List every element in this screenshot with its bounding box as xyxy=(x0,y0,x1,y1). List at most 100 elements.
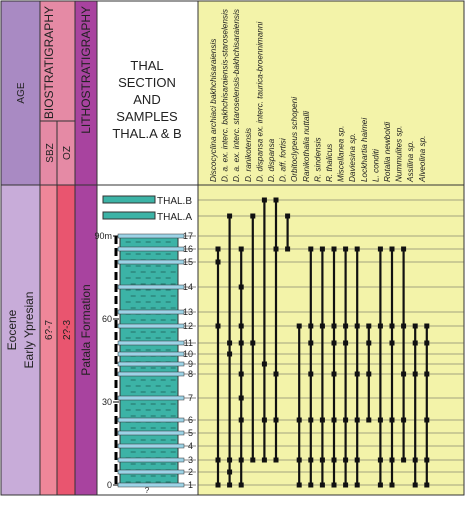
occurrence xyxy=(377,323,383,329)
bio-label: BIOSTRATIGRAPHY xyxy=(42,6,56,119)
occurrence xyxy=(354,417,360,423)
occurrence xyxy=(215,457,221,463)
occurrence xyxy=(215,259,221,265)
occurrence xyxy=(308,417,314,423)
sample-legend: THAL.B xyxy=(157,196,192,207)
sample-marker xyxy=(117,284,185,290)
species-name: D. dispansa ex. interc. taurica-broennim… xyxy=(255,22,264,182)
sample-legend-bar xyxy=(102,195,156,204)
occurrence xyxy=(238,323,244,329)
occurrence xyxy=(412,371,418,377)
occurrence xyxy=(273,246,279,252)
occurrence xyxy=(215,323,221,329)
occurrence xyxy=(401,323,407,329)
occurrence xyxy=(215,482,221,488)
occurrence xyxy=(308,482,314,488)
occurrence xyxy=(238,457,244,463)
occurrence xyxy=(412,457,418,463)
occurrence xyxy=(285,213,291,219)
occurrence xyxy=(319,482,325,488)
species-name: Rotalia newboldi xyxy=(383,122,392,182)
epoch: Eocene xyxy=(5,309,19,350)
sample-marker xyxy=(117,395,185,401)
occurrence xyxy=(285,246,291,252)
occurrence xyxy=(424,457,430,463)
species-name: Daviesina sp. xyxy=(348,133,357,182)
occurrence xyxy=(331,340,337,346)
species-name: Nummulites sp. xyxy=(395,126,404,182)
occurrence xyxy=(389,417,395,423)
species-name: Lockhartia haimei xyxy=(360,118,369,182)
occurrence xyxy=(389,457,395,463)
species-name: Alveolina sp. xyxy=(418,136,427,183)
bio-header xyxy=(40,1,75,121)
occurrence xyxy=(227,213,233,219)
occurrence xyxy=(319,457,325,463)
occurrence xyxy=(343,482,349,488)
sample-marker xyxy=(117,340,185,346)
occurrence xyxy=(273,457,279,463)
scale-label: 0 xyxy=(107,480,112,490)
formation: Patala Formation xyxy=(79,284,93,375)
occurrence xyxy=(401,371,407,377)
occurrence xyxy=(261,361,267,367)
occurrence xyxy=(412,482,418,488)
section-title: THAL xyxy=(130,58,163,73)
species-name: R. sindensis xyxy=(313,137,322,182)
occurrence xyxy=(261,197,267,203)
occurrence xyxy=(389,340,395,346)
sample-marker xyxy=(117,351,185,357)
sample-marker xyxy=(117,361,185,367)
sbz-zone: 6?-7 xyxy=(44,320,55,340)
occurrence xyxy=(227,351,233,357)
section-title: AND xyxy=(133,92,160,107)
occurrence xyxy=(424,340,430,346)
occurrence xyxy=(377,482,383,488)
occurrence xyxy=(273,417,279,423)
occurrence xyxy=(308,246,314,252)
occurrence xyxy=(319,323,325,329)
occurrence xyxy=(331,457,337,463)
species-name: Ranikothalia nuttalli xyxy=(302,111,311,182)
sample-marker xyxy=(117,246,185,252)
occurrence xyxy=(331,323,337,329)
sample-legend: THAL.A xyxy=(157,212,192,223)
occurrence xyxy=(401,246,407,252)
stage: Early Ypresian xyxy=(22,292,36,369)
species-name: D. aff. fortisi xyxy=(279,138,288,182)
occurrence xyxy=(343,323,349,329)
occurrence xyxy=(412,323,418,329)
species-name: Discocyclina archiaci bakhchisaraiensis xyxy=(209,39,218,182)
occurrence xyxy=(238,246,244,252)
occurrence xyxy=(238,371,244,377)
species-name: Assilina sp. xyxy=(406,141,415,183)
scale-label: 90m xyxy=(94,231,112,241)
occurrence xyxy=(238,395,244,401)
section-title: SECTION xyxy=(118,75,176,90)
sample-marker xyxy=(117,430,185,436)
section-title: THAL.A & B xyxy=(112,126,181,141)
age-header xyxy=(1,1,40,185)
occurrence xyxy=(331,482,337,488)
occurrence xyxy=(273,371,279,377)
species-name: Orbitoclypeus schopeni xyxy=(290,97,299,182)
occurrence xyxy=(238,482,244,488)
occurrence xyxy=(238,340,244,346)
sample-marker xyxy=(117,417,185,423)
occurrence xyxy=(424,371,430,377)
occurrence xyxy=(401,417,407,423)
occurrence xyxy=(250,340,256,346)
occurrence xyxy=(354,457,360,463)
occurrence xyxy=(343,340,349,346)
occurrence xyxy=(227,340,233,346)
occurrence xyxy=(331,371,337,377)
sbz-label: SBZ xyxy=(45,143,56,162)
sbz-header xyxy=(40,121,57,185)
litho-label: LITHOSTRATIGRAPHY xyxy=(79,6,93,134)
occurrence xyxy=(296,457,302,463)
occurrence xyxy=(261,457,267,463)
species-name: D. a. ex. interc. bakhchisaraiensis-star… xyxy=(221,9,230,182)
species-name: R. thalicus xyxy=(325,144,334,182)
